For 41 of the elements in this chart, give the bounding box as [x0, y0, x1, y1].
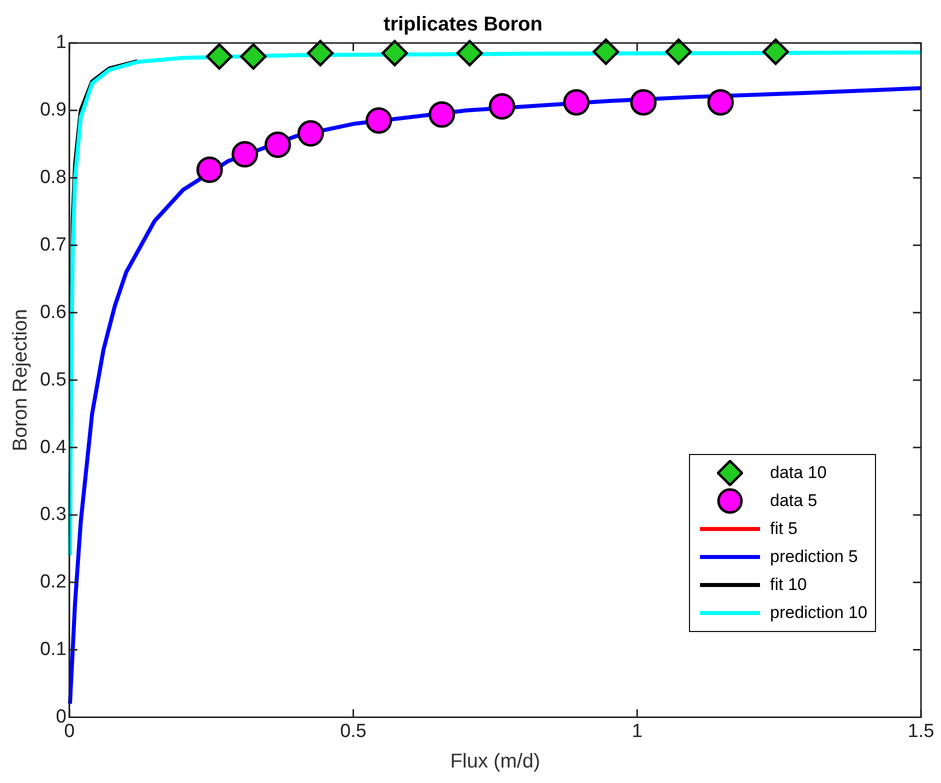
point [762, 38, 789, 66]
chart-title: triplicates Boron [384, 14, 542, 36]
point [665, 38, 692, 66]
y-tick-label: 0.1 [40, 639, 66, 660]
point [707, 89, 734, 116]
y-tick-label: 1 [56, 32, 66, 54]
y-tick-label: 0.4 [40, 436, 67, 458]
point [456, 40, 483, 66]
point [428, 101, 456, 128]
legend-label: data 10 [770, 463, 827, 484]
point [630, 89, 657, 116]
y-tick-label: 0.3 [40, 504, 66, 526]
point [307, 40, 334, 66]
point [488, 93, 516, 120]
x-tick-label: 1 [632, 720, 642, 742]
legend-label: fit 5 [770, 519, 798, 540]
x-tick-label: 0.5 [340, 720, 366, 742]
y-tick-label: 0.6 [40, 302, 66, 323]
x-tick-label: 1.5 [908, 720, 934, 742]
point [592, 38, 620, 66]
y-tick-label: 0.8 [40, 167, 66, 188]
legend-label: data 5 [770, 491, 818, 512]
legend-label: prediction 5 [770, 547, 858, 568]
x-axis-title: Flux (m/d) [450, 750, 540, 773]
point [206, 43, 233, 70]
point [563, 89, 590, 116]
point [264, 132, 292, 158]
y-tick-label: 0.9 [40, 100, 66, 121]
point [381, 40, 408, 66]
y-tick-label: 0.5 [40, 369, 66, 390]
point [196, 156, 223, 183]
legend-label: prediction 10 [770, 603, 868, 624]
point [240, 43, 267, 70]
y-tick-label: 0.7 [40, 234, 66, 256]
point [297, 120, 324, 147]
y-tick-label: 0 [56, 706, 66, 728]
legend-label: fit 10 [770, 575, 807, 596]
y-tick-label: 0.2 [40, 572, 66, 593]
point [232, 140, 258, 168]
point [366, 107, 392, 134]
y-axis-title: Boron Rejection [10, 308, 32, 452]
